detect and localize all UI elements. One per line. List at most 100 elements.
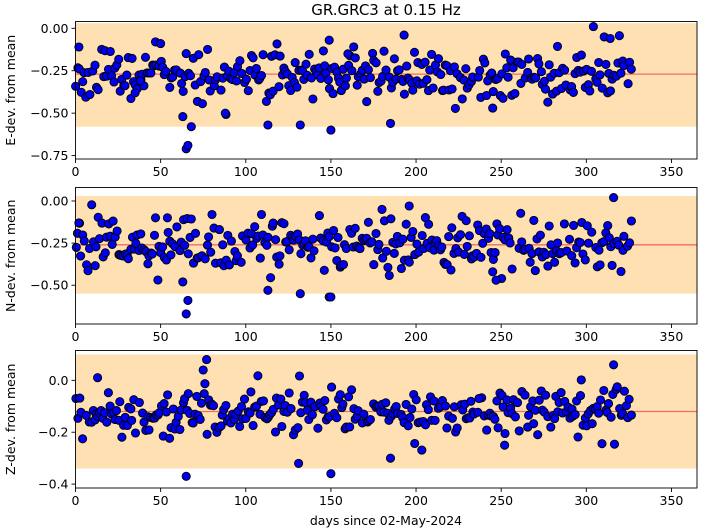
data-point — [436, 69, 446, 80]
data-point — [535, 230, 545, 240]
data-point — [396, 263, 406, 274]
data-point — [423, 405, 433, 415]
data-point — [603, 399, 614, 409]
data-point — [75, 393, 85, 403]
data-point — [255, 253, 265, 263]
data-point — [552, 41, 563, 51]
data-point — [183, 389, 193, 399]
y-tick-label: 0.00 — [41, 193, 69, 208]
data-point — [237, 68, 247, 78]
data-point — [573, 432, 583, 442]
data-point — [524, 54, 534, 64]
data-point — [159, 399, 169, 409]
data-point — [525, 257, 535, 267]
data-point — [340, 81, 350, 91]
data-point — [373, 86, 383, 96]
data-point — [609, 193, 619, 203]
data-point — [530, 266, 540, 276]
data-point — [71, 242, 81, 252]
data-point — [495, 224, 505, 234]
data-point — [218, 240, 228, 250]
data-point — [207, 209, 217, 220]
data-point — [324, 35, 334, 45]
x-tick-label: 100 — [234, 329, 258, 344]
data-point — [248, 53, 258, 63]
data-point — [503, 72, 513, 82]
data-point — [258, 50, 268, 60]
data-point — [624, 394, 634, 404]
data-point — [505, 238, 515, 248]
data-point — [256, 209, 267, 220]
x-tick-label: 0 — [72, 164, 80, 179]
data-point — [309, 246, 319, 256]
data-point — [178, 277, 188, 287]
data-point — [529, 419, 539, 429]
data-point — [510, 412, 520, 422]
data-point — [301, 59, 311, 69]
data-point — [248, 240, 258, 250]
data-point — [457, 94, 467, 104]
data-point — [168, 404, 178, 414]
x-axis-label: days since 02-May-2024 — [310, 513, 462, 528]
data-point — [251, 63, 261, 74]
x-tick-label: 100 — [234, 164, 258, 179]
data-point — [576, 375, 586, 385]
data-point — [313, 423, 323, 433]
data-point — [206, 247, 216, 257]
x-tick-label: 250 — [489, 329, 513, 344]
data-point — [130, 428, 141, 438]
x-tick-label: 200 — [404, 493, 428, 508]
data-point — [143, 259, 153, 269]
data-point — [266, 273, 276, 283]
data-point — [583, 238, 594, 248]
x-tick-label: 300 — [574, 493, 598, 508]
data-point — [428, 83, 438, 93]
data-point — [381, 398, 391, 408]
data-point — [183, 295, 193, 305]
data-point — [78, 434, 88, 444]
data-point — [597, 439, 607, 449]
data-point — [241, 74, 251, 84]
data-point — [263, 285, 273, 295]
data-point — [226, 236, 236, 246]
data-point — [475, 65, 485, 76]
data-point — [433, 54, 444, 64]
data-point — [404, 257, 414, 267]
data-point — [286, 404, 296, 414]
data-point — [246, 387, 256, 397]
y-tick-label: −0.50 — [30, 106, 68, 121]
data-point — [136, 229, 146, 239]
data-point — [165, 82, 175, 92]
data-point — [407, 404, 417, 414]
data-point — [512, 398, 523, 408]
data-point — [534, 59, 544, 69]
axes-frame — [75, 21, 698, 160]
data-point — [619, 231, 629, 241]
data-point — [389, 54, 399, 64]
data-point — [462, 241, 472, 251]
data-point — [134, 397, 144, 408]
data-point — [350, 223, 360, 233]
data-point — [320, 395, 330, 406]
data-point — [493, 423, 503, 433]
x-tick-label: 100 — [234, 493, 258, 508]
data-point — [417, 230, 427, 241]
data-point — [90, 261, 100, 271]
data-point — [587, 419, 597, 429]
data-point — [178, 86, 188, 96]
data-point — [279, 219, 289, 229]
data-point — [83, 266, 93, 276]
data-point — [488, 267, 498, 277]
data-point — [408, 85, 418, 95]
data-point — [127, 53, 137, 63]
data-point — [429, 396, 439, 406]
data-point — [183, 249, 193, 259]
data-point — [564, 234, 575, 244]
data-point — [268, 218, 278, 228]
data-point — [127, 415, 137, 425]
data-point — [606, 412, 616, 422]
data-point — [619, 386, 629, 396]
data-point — [284, 388, 294, 398]
data-point — [214, 225, 224, 235]
data-point — [492, 396, 502, 406]
